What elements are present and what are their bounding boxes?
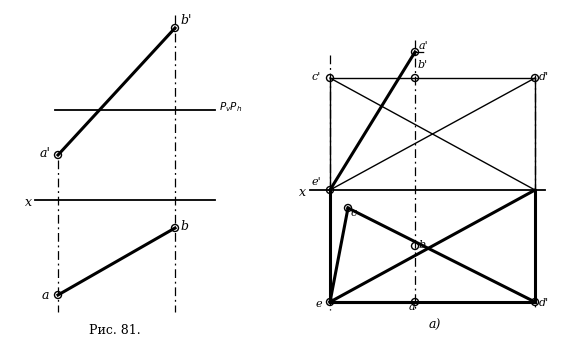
Text: e: e (316, 299, 323, 309)
Text: Рис. 81.: Рис. 81. (89, 324, 141, 337)
Text: b': b' (418, 60, 428, 70)
Text: x: x (25, 196, 32, 209)
Text: x: x (298, 185, 305, 198)
Text: c': c' (312, 72, 321, 82)
Text: b': b' (180, 14, 191, 27)
Text: $P_v P_h$: $P_v P_h$ (219, 100, 242, 114)
Text: а): а) (429, 318, 441, 331)
Text: a: a (42, 289, 49, 302)
Text: b: b (180, 220, 188, 233)
Text: a: a (409, 302, 416, 312)
Text: c: c (351, 208, 357, 218)
Text: b: b (419, 240, 426, 250)
Text: d': d' (539, 298, 549, 308)
Text: d': d' (539, 72, 549, 82)
Text: a': a' (419, 41, 428, 51)
Text: a': a' (40, 147, 51, 160)
Text: e': e' (312, 177, 321, 187)
